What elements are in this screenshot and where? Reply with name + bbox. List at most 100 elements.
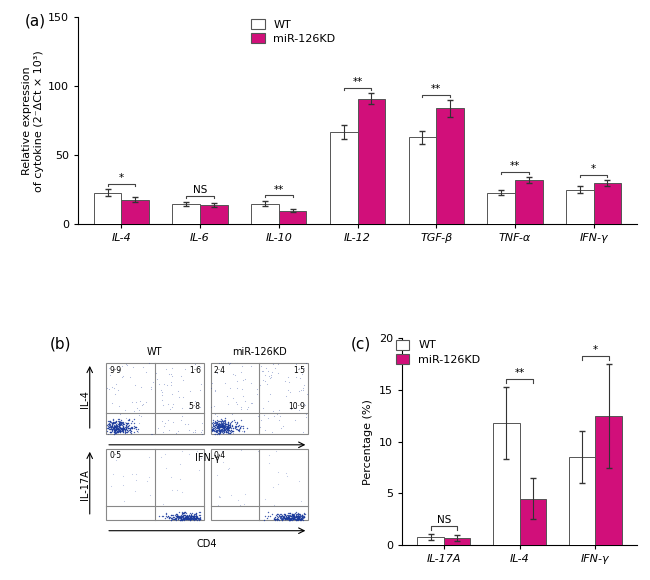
Point: [114, 425, 125, 434]
Point: [214, 424, 224, 433]
Point: [177, 509, 188, 518]
Point: [213, 420, 224, 430]
Point: [180, 512, 190, 521]
Point: [289, 512, 299, 521]
Point: [109, 424, 119, 433]
Point: [218, 424, 229, 433]
Point: [129, 422, 140, 432]
Point: [302, 390, 313, 399]
Point: [109, 421, 120, 430]
Point: [283, 513, 293, 523]
Point: [218, 423, 229, 432]
Point: [196, 379, 206, 389]
Point: [191, 515, 202, 524]
Point: [188, 512, 199, 521]
Point: [283, 513, 294, 522]
Point: [182, 512, 192, 521]
Point: [286, 513, 296, 523]
Point: [220, 425, 230, 434]
Point: [223, 423, 233, 432]
Point: [226, 491, 236, 500]
Point: [210, 386, 220, 396]
Point: [109, 418, 119, 427]
Point: [289, 508, 300, 517]
Point: [181, 514, 192, 524]
Point: [172, 513, 183, 522]
Point: [112, 421, 122, 430]
Point: [108, 364, 118, 374]
Point: [124, 423, 135, 433]
Point: [181, 515, 192, 524]
Point: [112, 426, 123, 435]
Point: [175, 512, 185, 521]
Point: [179, 508, 189, 517]
Point: [296, 370, 307, 379]
Point: [166, 513, 176, 523]
Point: [174, 459, 185, 469]
Point: [299, 364, 309, 373]
Point: [166, 363, 177, 372]
Point: [121, 425, 131, 434]
Point: [173, 514, 183, 524]
Point: [280, 513, 290, 522]
Point: [153, 512, 164, 521]
Point: [178, 513, 188, 523]
Point: [113, 427, 124, 437]
Point: [190, 510, 201, 520]
Point: [255, 380, 265, 390]
Point: [107, 418, 117, 427]
Point: [116, 418, 126, 427]
Point: [111, 422, 121, 431]
Point: [177, 512, 187, 521]
Point: [214, 422, 224, 432]
Point: [220, 419, 230, 428]
Point: [270, 514, 280, 524]
Bar: [330, 132, 358, 224]
Point: [281, 514, 292, 523]
Point: [224, 422, 234, 431]
Point: [211, 426, 222, 436]
Point: [118, 419, 128, 429]
Point: [155, 453, 166, 462]
Point: [170, 511, 180, 520]
Point: [220, 427, 231, 437]
Point: [118, 425, 128, 434]
Point: [278, 512, 289, 521]
Point: [176, 514, 186, 523]
Point: [293, 514, 304, 524]
Point: [177, 512, 188, 521]
Bar: [566, 190, 593, 224]
Bar: [94, 193, 122, 224]
Point: [166, 377, 177, 386]
Point: [238, 391, 248, 400]
Point: [288, 510, 298, 519]
Point: [213, 491, 224, 501]
Point: [102, 424, 112, 433]
Point: [181, 512, 192, 521]
Point: [221, 424, 231, 433]
Point: [113, 421, 124, 430]
Point: [213, 423, 223, 433]
Point: [216, 427, 227, 437]
Point: [116, 423, 126, 433]
Point: [219, 423, 229, 432]
Point: [118, 425, 128, 434]
Point: [169, 513, 179, 522]
Point: [229, 417, 240, 426]
Point: [257, 366, 268, 375]
Point: [223, 465, 233, 474]
Point: [294, 511, 304, 520]
Point: [116, 415, 126, 425]
Point: [172, 514, 183, 524]
Point: [188, 515, 199, 524]
Point: [297, 510, 307, 519]
Point: [113, 425, 124, 434]
Point: [267, 367, 278, 376]
Point: [254, 366, 265, 375]
Point: [283, 385, 294, 394]
Point: [290, 514, 300, 524]
Point: [185, 513, 195, 523]
Point: [107, 469, 118, 478]
Point: [291, 512, 301, 521]
Point: [172, 513, 183, 522]
